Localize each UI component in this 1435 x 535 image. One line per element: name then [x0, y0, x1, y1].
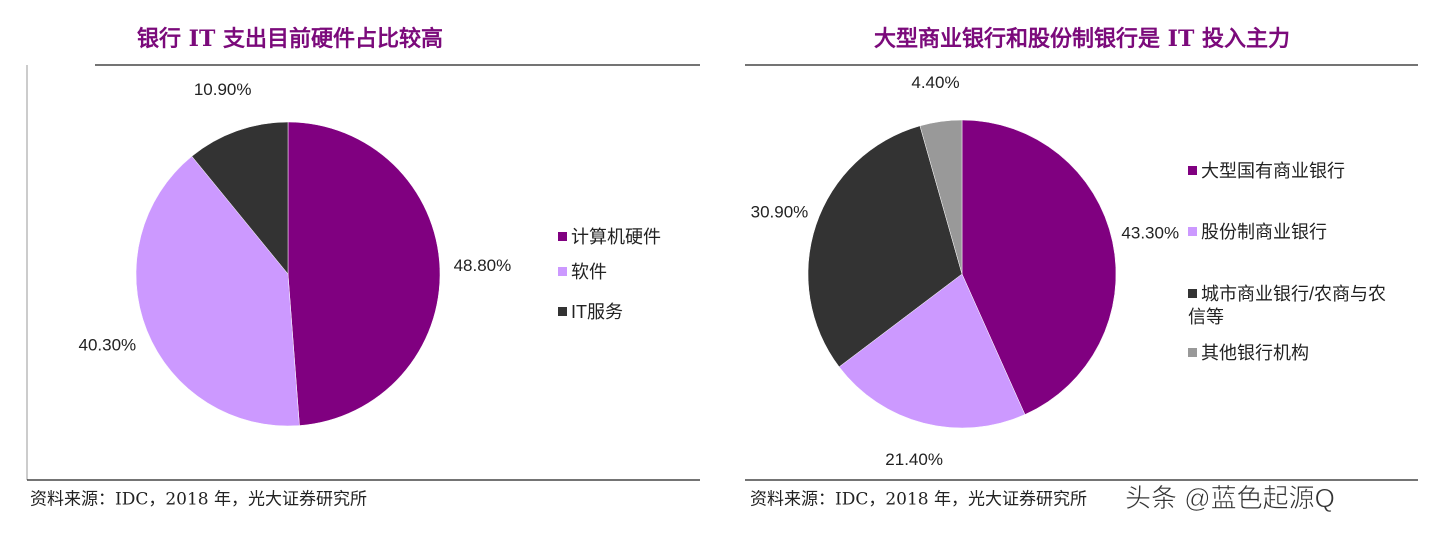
legend-swatch [1188, 348, 1197, 357]
legend-swatch [558, 267, 567, 276]
legend-label: 其他银行机构 [1201, 343, 1309, 363]
pie-slice [135, 155, 300, 427]
data-label: 4.40% [911, 73, 959, 92]
data-label: 40.30% [78, 336, 136, 355]
data-label: 43.30% [1121, 223, 1179, 242]
pie-slice [919, 119, 963, 275]
pie-slice [838, 273, 1026, 429]
pie-slice [807, 125, 963, 368]
legend-label: IT服务 [571, 302, 623, 322]
legend-label: 计算机硬件 [571, 227, 661, 247]
legend-swatch [1188, 289, 1197, 298]
legend-label: 股份制商业银行 [1201, 222, 1327, 242]
pie-slice [191, 121, 289, 275]
legend-entry: 软件 [558, 261, 773, 284]
legend-entry: 其他银行机构 [1188, 342, 1403, 365]
legend-swatch [558, 307, 567, 316]
chart-title: 银行 IT 支出目前硬件占比较高 [137, 26, 443, 52]
chart-title: 大型商业银行和股份制银行是 IT 投入主力 [874, 26, 1290, 52]
data-label: 21.40% [885, 450, 943, 469]
data-label: 30.90% [751, 202, 809, 221]
pie-slice [961, 119, 1117, 415]
legend-entry: 大型国有商业银行 [1188, 160, 1403, 183]
watermark: 头条 @蓝色起源Q [1125, 483, 1335, 513]
legend-swatch [1188, 166, 1197, 175]
legend-label: 软件 [571, 262, 607, 282]
legend-entry: 股份制商业银行 [1188, 221, 1403, 244]
legend-entry: 计算机硬件 [558, 226, 773, 249]
legend-swatch [1188, 227, 1197, 236]
data-label: 10.90% [194, 80, 252, 99]
legend-entry: IT服务 [558, 301, 773, 324]
legend-label: 城市商业银行/农商与农信等 [1188, 284, 1386, 327]
legend-entry: 城市商业银行/农商与农信等 [1188, 283, 1403, 329]
legend-swatch [558, 232, 567, 241]
source-note: 资料来源：IDC，2018 年，光大证券研究所 [30, 490, 367, 510]
legend-label: 大型国有商业银行 [1201, 161, 1345, 181]
source-note: 资料来源：IDC，2018 年，光大证券研究所 [750, 490, 1087, 510]
pie-slice [287, 121, 441, 426]
data-label: 48.80% [454, 256, 512, 275]
